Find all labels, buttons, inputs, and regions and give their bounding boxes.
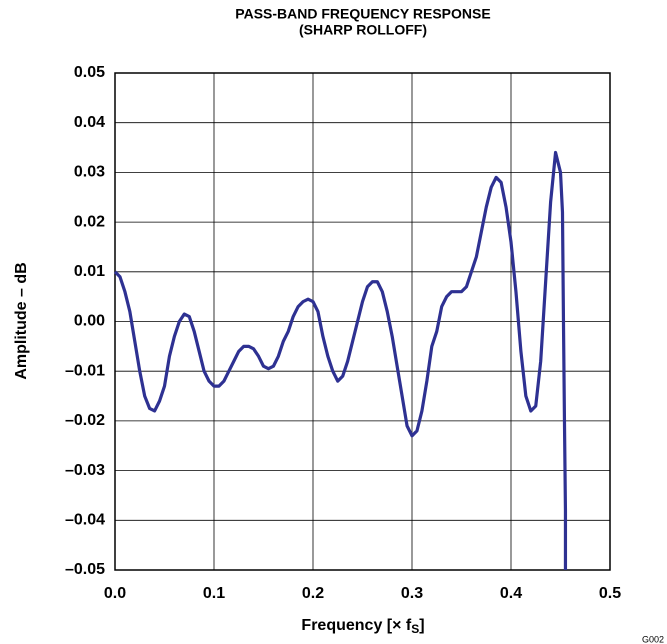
x-tick-label: 0.1 [203, 585, 225, 602]
x-label-subscript: S [411, 622, 419, 636]
y-tick-label: –0.01 [65, 362, 105, 379]
y-axis-label: Amplitude – dB [13, 262, 30, 379]
y-tick-label: 0.00 [74, 313, 105, 330]
y-tick-label: –0.03 [65, 462, 105, 479]
y-tick-label: 0.04 [74, 114, 105, 131]
chart-subtitle: (SHARP ROLLOFF) [299, 22, 427, 38]
y-tick-label: 0.03 [74, 164, 105, 181]
y-tick-label: –0.04 [65, 512, 105, 529]
x-tick-label: 0.0 [104, 585, 126, 602]
x-tick-label: 0.3 [401, 585, 423, 602]
x-tick-label: 0.5 [599, 585, 621, 602]
chart-title: PASS-BAND FREQUENCY RESPONSE [235, 6, 490, 22]
y-tick-label: 0.05 [74, 64, 105, 81]
plot-frame [114, 72, 611, 571]
x-label-text: Frequency [× f [301, 617, 411, 634]
y-tick-label: –0.05 [65, 561, 105, 578]
x-tick-label: 0.4 [500, 585, 522, 602]
x-axis-label: Frequency [× fS] [301, 617, 424, 636]
x-label-end: ] [419, 617, 424, 634]
y-tick-label: –0.02 [65, 412, 105, 429]
data-line [113, 150, 568, 570]
y-tick-label: 0.02 [74, 213, 105, 230]
y-tick-label: 0.01 [74, 263, 105, 280]
figure-code: G002 [642, 634, 664, 644]
x-tick-label: 0.2 [302, 585, 324, 602]
